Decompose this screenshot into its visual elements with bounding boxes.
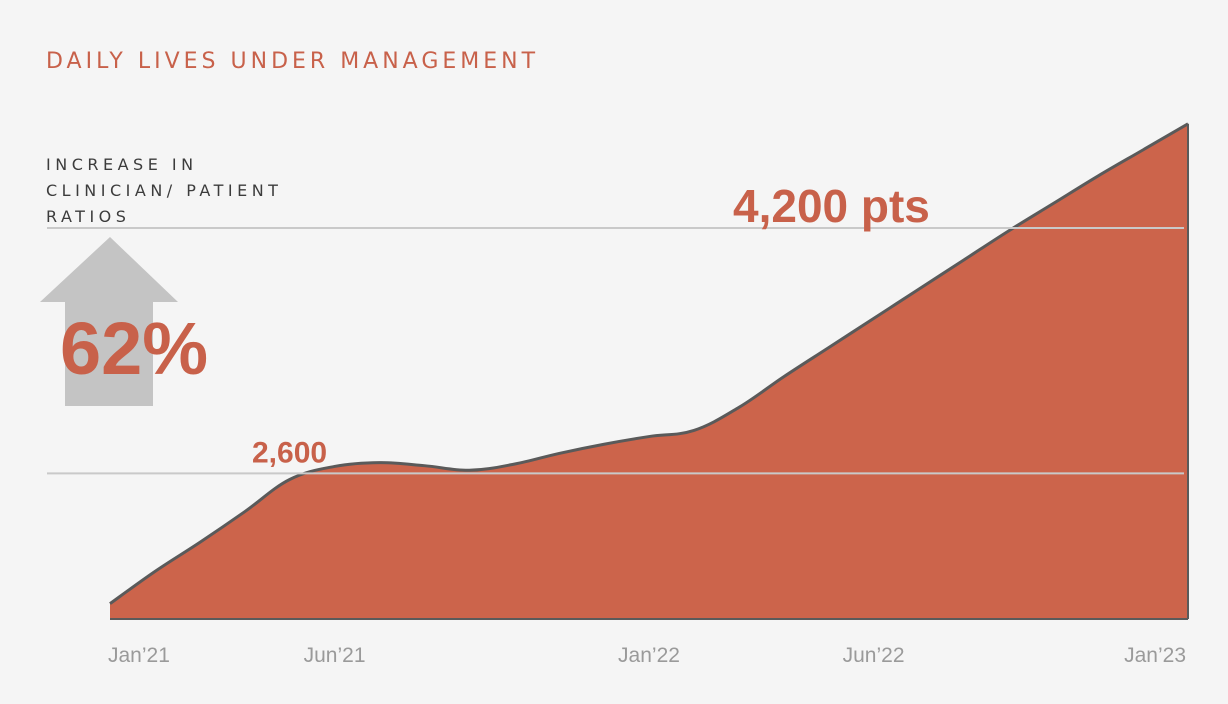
up-arrow-icon <box>40 237 178 406</box>
callout-caption-line: RATIOS <box>46 207 131 226</box>
start-value-label: 2,600 <box>252 436 327 469</box>
x-tick-label: Jan’22 <box>618 644 680 667</box>
callout-caption: INCREASE IN CLINICIAN/ PATIENT RATIOS <box>46 152 282 230</box>
x-tick-label: Jun’21 <box>304 644 366 667</box>
percent-increase-label: 62% <box>60 307 208 390</box>
callout-caption-line: CLINICIAN/ PATIENT <box>46 181 283 200</box>
series-line <box>109 122 1189 605</box>
series-area <box>110 123 1188 620</box>
callout-caption-line: INCREASE IN <box>46 155 198 174</box>
end-value-label: 4,200 pts <box>733 180 930 232</box>
x-tick-label: Jun’22 <box>843 644 905 667</box>
chart-title: DAILY LIVES UNDER MANAGEMENT <box>46 49 540 74</box>
x-tick-label: Jan’21 <box>108 644 170 667</box>
x-tick-label: Jan’23 <box>1124 644 1186 667</box>
